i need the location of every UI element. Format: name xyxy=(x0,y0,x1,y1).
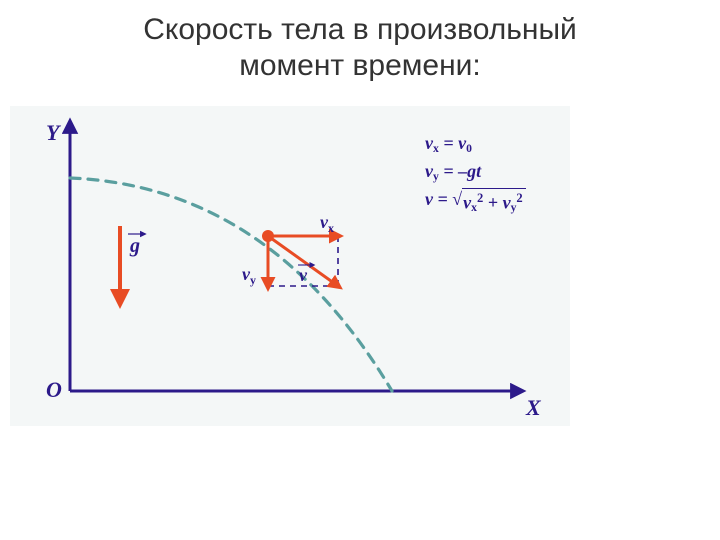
title-line-2: момент времени: xyxy=(239,49,481,82)
x-axis-label: X xyxy=(525,395,542,420)
equation-vx: vx = v0 xyxy=(425,130,526,158)
v-label: v xyxy=(299,265,308,285)
title-line-1: Скорость тела в произвольный xyxy=(143,13,577,46)
g-label: g xyxy=(129,235,140,257)
origin-label: O xyxy=(46,377,62,402)
equation-v-magnitude: v = √ vx2 + vy2 xyxy=(425,186,526,217)
body-point xyxy=(262,230,274,242)
equation-vy: vy = –gt xyxy=(425,158,526,186)
velocity-equations: vx = v0 vy = –gt v = √ vx2 + vy2 xyxy=(425,130,526,217)
physics-diagram: XYOgvxvyv vx = v0 vy = –gt v = √ vx2 + v… xyxy=(10,106,570,426)
page-title: Скорость тела в произвольный момент врем… xyxy=(0,0,720,84)
